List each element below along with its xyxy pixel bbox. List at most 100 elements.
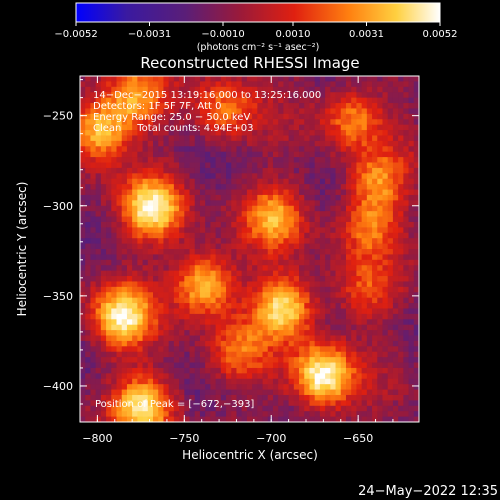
- heatmap-pixel: [278, 162, 284, 169]
- heatmap-pixel: [377, 146, 383, 153]
- heatmap-pixel: [314, 276, 321, 282]
- heatmap-pixel: [90, 113, 97, 120]
- heatmap-pixel: [293, 324, 300, 331]
- heatmap-pixel: [340, 194, 347, 201]
- heatmap-pixel: [413, 303, 419, 309]
- heatmap-pixel: [137, 389, 143, 396]
- heatmap-pixel: [147, 97, 154, 104]
- timestamp: 24−May−2022 12:35: [358, 484, 498, 499]
- heatmap-pixel: [272, 313, 279, 320]
- heatmap-pixel: [392, 292, 399, 299]
- heatmap-pixel: [314, 340, 321, 347]
- heatmap-pixel: [100, 346, 107, 353]
- heatmap-pixel: [80, 270, 86, 277]
- heatmap-pixel: [314, 76, 321, 82]
- heatmap-pixel: [116, 157, 123, 163]
- heatmap-pixel: [366, 124, 373, 131]
- heatmap-pixel: [184, 151, 190, 158]
- heatmap-pixel: [168, 394, 175, 401]
- heatmap-pixel: [335, 394, 342, 401]
- heatmap-pixel: [173, 367, 180, 374]
- heatmap-pixel: [189, 81, 196, 88]
- heatmap-pixel: [293, 167, 300, 174]
- heatmap-pixel: [111, 308, 117, 315]
- heatmap-pixel: [330, 313, 336, 320]
- heatmap-pixel: [257, 259, 263, 266]
- heatmap-pixel: [340, 140, 347, 147]
- heatmap-pixel: [137, 162, 143, 169]
- heatmap-pixel: [319, 167, 326, 174]
- heatmap-pixel: [288, 178, 295, 185]
- x-tick-label: −750: [169, 432, 199, 445]
- heatmap-pixel: [100, 227, 107, 234]
- heatmap-pixel: [111, 324, 117, 331]
- heatmap-pixel: [345, 308, 352, 315]
- heatmap-pixel: [361, 86, 368, 93]
- heatmap-pixel: [278, 232, 284, 239]
- heatmap-pixel: [220, 119, 227, 126]
- heatmap-pixel: [335, 151, 342, 158]
- heatmap-pixel: [85, 335, 91, 342]
- heatmap-pixel: [85, 124, 91, 131]
- heatmap-pixel: [126, 194, 133, 201]
- heatmap-pixel: [351, 308, 357, 315]
- heatmap-pixel: [340, 167, 347, 174]
- heatmap-pixel: [85, 167, 91, 174]
- heatmap-pixel: [392, 249, 399, 255]
- heatmap-pixel: [179, 200, 185, 207]
- heatmap-pixel: [184, 194, 190, 201]
- heatmap-pixel: [387, 259, 394, 266]
- heatmap-pixel: [330, 189, 336, 196]
- heatmap-pixel: [403, 227, 409, 234]
- heatmap-pixel: [309, 119, 316, 126]
- heatmap-pixel: [153, 184, 159, 190]
- heatmap-pixel: [95, 373, 102, 380]
- heatmap-pixel: [319, 103, 326, 109]
- heatmap-pixel: [299, 232, 305, 239]
- heatmap-pixel: [168, 238, 175, 244]
- heatmap-pixel: [147, 140, 154, 147]
- heatmap-pixel: [95, 227, 102, 234]
- heatmap-pixel: [137, 411, 143, 417]
- heatmap-pixel: [153, 232, 159, 239]
- heatmap-pixel: [111, 319, 117, 326]
- heatmap-pixel: [304, 313, 310, 320]
- heatmap-pixel: [147, 303, 154, 309]
- heatmap-pixel: [80, 308, 86, 315]
- heatmap-pixel: [147, 173, 154, 180]
- heatmap-pixel: [210, 130, 216, 136]
- heatmap-pixel: [215, 351, 222, 358]
- heatmap-pixel: [231, 103, 237, 109]
- heatmap-pixel: [408, 249, 415, 255]
- heatmap-pixel: [90, 86, 97, 93]
- heatmap-pixel: [377, 86, 383, 93]
- heatmap-pixel: [403, 394, 409, 401]
- heatmap-pixel: [377, 308, 383, 315]
- heatmap-pixel: [106, 97, 112, 104]
- heatmap-pixel: [314, 151, 321, 158]
- heatmap-pixel: [325, 335, 331, 342]
- heatmap-pixel: [345, 286, 352, 293]
- heatmap-pixel: [111, 313, 117, 320]
- heatmap-pixel: [278, 265, 284, 272]
- heatmap-pixel: [382, 308, 389, 315]
- heatmap-pixel: [132, 216, 138, 223]
- heatmap-pixel: [325, 151, 331, 158]
- heatmap-pixel: [278, 108, 284, 115]
- heatmap-pixel: [100, 173, 107, 180]
- heatmap-pixel: [278, 92, 284, 99]
- heatmap-pixel: [356, 92, 363, 99]
- heatmap-pixel: [100, 178, 107, 185]
- heatmap-pixel: [158, 103, 164, 109]
- heatmap-pixel: [168, 324, 175, 331]
- heatmap-pixel: [236, 340, 243, 347]
- heatmap-pixel: [95, 292, 102, 299]
- heatmap-pixel: [387, 346, 394, 353]
- heatmap-pixel: [309, 221, 316, 228]
- heatmap-pixel: [137, 211, 143, 217]
- heatmap-pixel: [205, 184, 211, 190]
- heatmap-pixel: [173, 346, 180, 353]
- heatmap-pixel: [361, 200, 368, 207]
- heatmap-pixel: [413, 103, 419, 109]
- heatmap-pixel: [351, 394, 357, 401]
